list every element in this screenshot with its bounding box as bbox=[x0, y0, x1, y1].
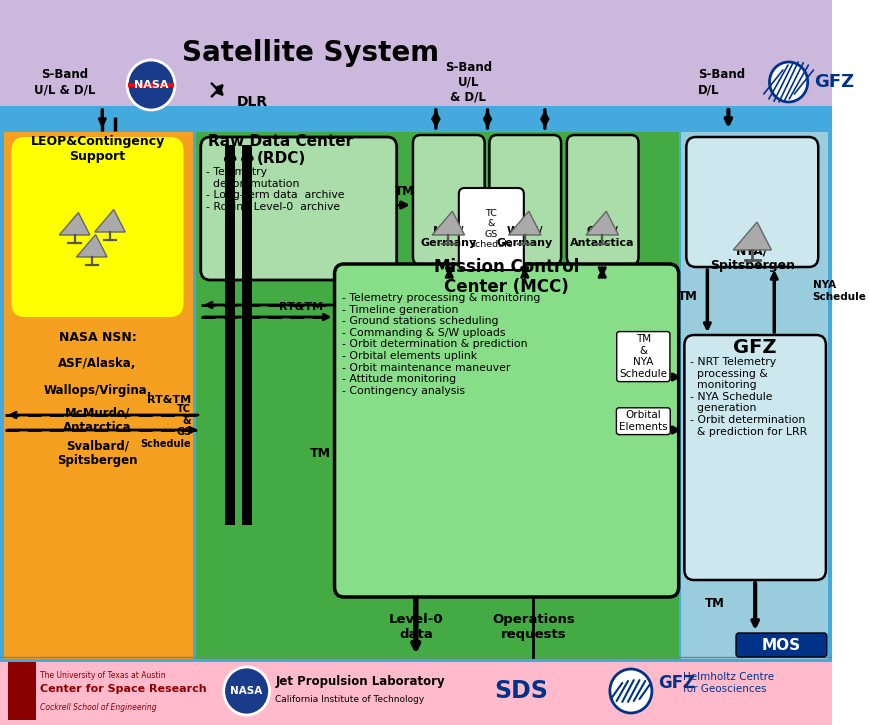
Text: TM: TM bbox=[309, 447, 330, 460]
Text: S-Band
U/L
& D/L: S-Band U/L & D/L bbox=[444, 60, 491, 104]
Polygon shape bbox=[76, 235, 107, 257]
Text: Orbital
Elements: Orbital Elements bbox=[618, 410, 667, 432]
Text: GFZ: GFZ bbox=[657, 674, 694, 692]
Text: Jet Propulsion Laboratory: Jet Propulsion Laboratory bbox=[275, 674, 444, 687]
Text: NASA: NASA bbox=[134, 80, 168, 90]
Polygon shape bbox=[95, 210, 125, 232]
Text: TC
&
GS
Schedule: TC & GS Schedule bbox=[141, 405, 191, 449]
Circle shape bbox=[127, 60, 175, 110]
Text: WHM/
Germany: WHM/ Germany bbox=[496, 226, 553, 248]
Polygon shape bbox=[586, 211, 618, 235]
Bar bbox=[0, 0, 831, 107]
Text: TM
&
NYA
Schedule: TM & NYA Schedule bbox=[619, 334, 667, 379]
Polygon shape bbox=[432, 211, 464, 235]
Bar bbox=[3, 132, 193, 659]
Text: - Telemetry processing & monitoring
- Timeline generation
- Ground stations sche: - Telemetry processing & monitoring - Ti… bbox=[342, 293, 540, 396]
FancyBboxPatch shape bbox=[413, 135, 484, 265]
Text: S-Band
U/L & D/L: S-Band U/L & D/L bbox=[34, 68, 96, 96]
Text: Raw Data Center
(RDC): Raw Data Center (RDC) bbox=[209, 134, 353, 166]
Text: Satellite System: Satellite System bbox=[182, 39, 438, 67]
FancyBboxPatch shape bbox=[567, 135, 638, 265]
Text: TM: TM bbox=[677, 290, 697, 303]
Bar bbox=[196, 132, 678, 659]
Text: McMurdo/
Antarctica: McMurdo/ Antarctica bbox=[63, 406, 132, 434]
Text: - Telemetry
  decommutation
- Long-term data  archive
- Rolling Level-0  archive: - Telemetry decommutation - Long-term da… bbox=[206, 167, 345, 212]
FancyBboxPatch shape bbox=[686, 137, 818, 267]
Text: Mission Control
Center (MCC): Mission Control Center (MCC) bbox=[434, 257, 579, 297]
Text: ASF/Alaska,: ASF/Alaska, bbox=[58, 357, 136, 370]
Polygon shape bbox=[733, 222, 771, 250]
Bar bbox=[224, 145, 235, 525]
Text: S-Band
D/L: S-Band D/L bbox=[697, 68, 744, 96]
Text: NASA NSN:: NASA NSN: bbox=[58, 331, 136, 344]
FancyBboxPatch shape bbox=[458, 188, 523, 270]
Text: TM: TM bbox=[394, 185, 414, 198]
Text: - NRT Telemetry
  processing &
  monitoring
- NYA Schedule
  generation
- Orbit : - NRT Telemetry processing & monitoring … bbox=[689, 357, 806, 436]
Text: NASA: NASA bbox=[230, 686, 262, 696]
Text: RT&TM: RT&TM bbox=[279, 302, 322, 312]
Circle shape bbox=[768, 62, 806, 102]
Text: LEOP&Contingency
Support: LEOP&Contingency Support bbox=[30, 135, 164, 163]
Bar bbox=[242, 145, 252, 525]
FancyBboxPatch shape bbox=[201, 137, 396, 280]
Text: Helmholtz Centre
for Geosciences: Helmholtz Centre for Geosciences bbox=[683, 672, 773, 694]
Text: Level-0
data: Level-0 data bbox=[388, 613, 442, 641]
FancyBboxPatch shape bbox=[335, 264, 678, 597]
Text: Cockrell School of Engineering: Cockrell School of Engineering bbox=[40, 703, 156, 711]
FancyBboxPatch shape bbox=[489, 135, 561, 265]
Text: SDS: SDS bbox=[494, 679, 547, 703]
Text: GFZ: GFZ bbox=[813, 73, 853, 91]
Text: NSG/
Germany: NSG/ Germany bbox=[420, 226, 476, 248]
Text: The University of Texas at Austin: The University of Texas at Austin bbox=[40, 671, 166, 679]
Text: California Institute of Technology: California Institute of Technology bbox=[275, 695, 424, 703]
Text: GFZ: GFZ bbox=[733, 338, 776, 357]
Text: TC
&
GS
Schedule: TC & GS Schedule bbox=[469, 209, 513, 249]
FancyBboxPatch shape bbox=[735, 633, 826, 657]
Text: Center for Space Research: Center for Space Research bbox=[40, 684, 207, 694]
Circle shape bbox=[609, 669, 651, 713]
Bar bbox=[0, 106, 831, 132]
Bar bbox=[0, 130, 831, 662]
Text: Svalbard/
Spitsbergen: Svalbard/ Spitsbergen bbox=[57, 439, 137, 467]
Polygon shape bbox=[508, 211, 541, 235]
FancyBboxPatch shape bbox=[11, 137, 183, 317]
Polygon shape bbox=[59, 212, 90, 235]
Text: TM: TM bbox=[704, 597, 724, 610]
Text: DLR: DLR bbox=[236, 95, 268, 109]
Text: Wallops/Virgina,: Wallops/Virgina, bbox=[43, 384, 151, 397]
Text: Operations
requests: Operations requests bbox=[492, 613, 574, 641]
Bar bbox=[680, 132, 826, 659]
Text: NYA/
Spitsbergen: NYA/ Spitsbergen bbox=[709, 244, 794, 272]
Circle shape bbox=[223, 667, 269, 715]
Text: OHG/
Antarctica: OHG/ Antarctica bbox=[569, 226, 634, 248]
Bar bbox=[8, 662, 36, 720]
Text: MOS: MOS bbox=[760, 637, 799, 652]
Text: RT&TM: RT&TM bbox=[147, 395, 191, 405]
Bar bbox=[0, 657, 831, 725]
Text: NYA
Schedule: NYA Schedule bbox=[812, 281, 866, 302]
FancyBboxPatch shape bbox=[684, 335, 825, 580]
